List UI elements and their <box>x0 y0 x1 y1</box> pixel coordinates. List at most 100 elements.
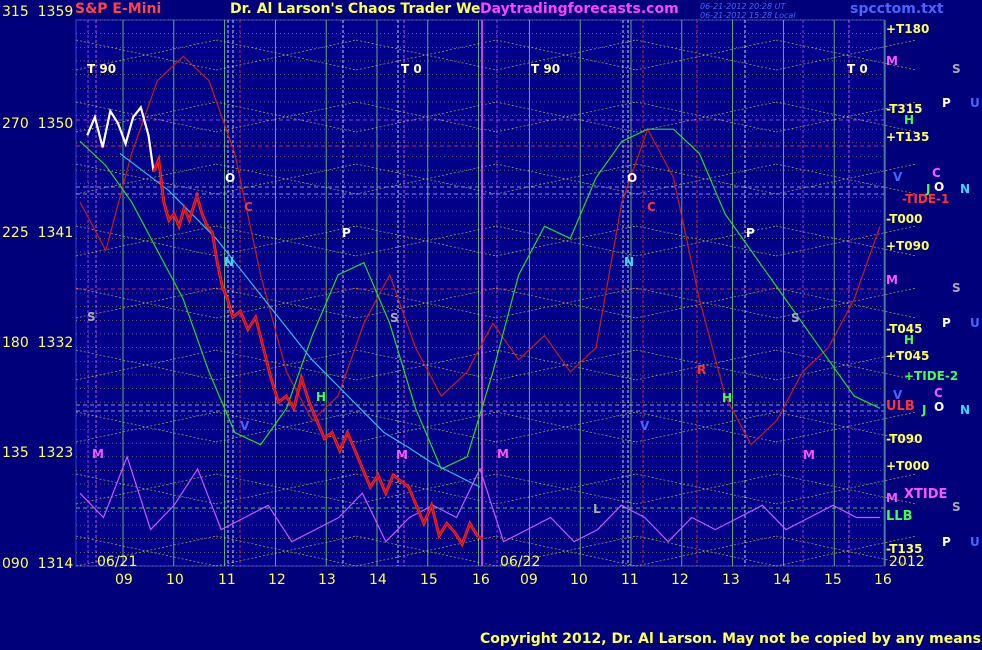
legend-m: M <box>886 273 898 287</box>
event-marker-h: H <box>722 391 733 405</box>
x-tick-label: 09 <box>520 572 538 588</box>
session-marker: T 90 <box>531 62 561 76</box>
legend-m: M <box>886 491 898 505</box>
x-tick-label: 13 <box>318 572 336 588</box>
year-label: 2012 <box>889 554 925 570</box>
event-marker-m: M <box>497 447 509 461</box>
symbol-label: S&P E-Mini <box>75 1 162 17</box>
event-marker-r: R <box>697 363 707 377</box>
level-label: -T000 <box>886 212 923 226</box>
y-tick-label: 090 1314 <box>2 556 74 572</box>
legend-n: N <box>960 403 971 417</box>
level-label: -T135 <box>886 542 923 556</box>
event-marker-o: O <box>627 171 638 185</box>
level-label: -T090 <box>886 432 923 446</box>
event-marker-n: N <box>624 255 635 269</box>
level-label: +T135 <box>886 130 930 144</box>
x-tick-label: 14 <box>773 572 791 588</box>
legend-c: C <box>932 166 941 180</box>
legend-u: U <box>970 316 980 330</box>
cyan-cycle-line <box>119 153 481 488</box>
legend-j: J <box>922 403 927 417</box>
session-marker: T 0 <box>401 62 422 76</box>
x-tick-label: 10 <box>570 572 588 588</box>
legend-s: S <box>952 62 961 76</box>
event-marker-s: S <box>390 311 399 325</box>
legend-u: U <box>970 96 980 110</box>
y-tick-label: 315 1359 <box>2 4 74 20</box>
site-link[interactable]: Daytradingforecasts.com <box>480 1 679 17</box>
timestamp-local: 06-21-2012 15:28 Local <box>700 11 796 20</box>
x-tick-label: 11 <box>218 572 236 588</box>
event-marker-o: O <box>225 171 236 185</box>
x-tick-label: 15 <box>420 572 438 588</box>
legend-u: U <box>970 535 980 549</box>
x-tick-label: 12 <box>268 572 286 588</box>
level-label: ULB <box>886 399 915 414</box>
legend-j: J <box>926 182 931 196</box>
x-tick-label: 16 <box>472 572 490 588</box>
legend-m: M <box>886 54 898 68</box>
event-marker-s: S <box>87 310 96 324</box>
x-tick-label: 13 <box>722 572 740 588</box>
price-line-white <box>86 105 155 172</box>
copyright-footer: Copyright 2012, Dr. Al Larson. May not b… <box>480 631 982 647</box>
x-tick-label: 16 <box>874 572 892 588</box>
date-label: 06/21 <box>97 554 138 570</box>
event-marker-p: P <box>746 226 755 240</box>
y-tick-label: 135 1323 <box>2 445 74 461</box>
red-cycle-line <box>79 55 881 446</box>
event-marker-n: N <box>224 255 235 269</box>
x-tick-label: 09 <box>115 572 133 588</box>
y-tick-label: 225 1341 <box>2 225 74 241</box>
legend-c: C <box>934 386 943 400</box>
level-label: +T000 <box>886 459 930 473</box>
timestamp-ut: 06-21-2012 20:28 UT <box>700 2 786 11</box>
legend-h: H <box>904 333 915 347</box>
legend-p: P <box>942 96 951 110</box>
chart-title: Dr. Al Larson's Chaos Trader We <box>230 1 481 17</box>
x-tick-label: 10 <box>166 572 184 588</box>
session-marker: T 0 <box>847 62 868 76</box>
green-cycle-line <box>79 128 881 470</box>
event-marker-s: S <box>791 311 800 325</box>
event-marker-m: M <box>803 448 815 462</box>
legend-v: V <box>893 388 903 402</box>
event-marker-h: H <box>316 390 327 404</box>
x-tick-label: 12 <box>671 572 689 588</box>
legend-n: N <box>960 182 971 196</box>
level-label: -T315 <box>886 102 923 116</box>
legend-tide2: +TIDE-2 <box>904 369 959 383</box>
session-marker: T 90 <box>87 62 117 76</box>
legend-p: P <box>942 316 951 330</box>
level-label: +T180 <box>886 22 930 36</box>
event-marker-c: C <box>244 200 253 214</box>
event-marker-v: V <box>640 419 650 433</box>
legend-v: V <box>893 170 903 184</box>
price-line-shadow <box>153 158 483 545</box>
legend-o: O <box>934 400 945 414</box>
legend-p: P <box>942 535 951 549</box>
legend-s: S <box>952 281 961 295</box>
event-marker-m: M <box>396 448 408 462</box>
data-file-label: spcctom.txt <box>850 1 944 17</box>
legend-o: O <box>934 180 945 194</box>
legend-tide1: -TIDE-1 <box>902 192 950 206</box>
x-tick-label: 15 <box>824 572 842 588</box>
legend-s: S <box>952 500 961 514</box>
event-marker-c: C <box>647 200 656 214</box>
date-label: 06/22 <box>500 554 541 570</box>
x-tick-label: 11 <box>621 572 639 588</box>
level-label: LLB <box>886 509 913 524</box>
level-label: -T045 <box>886 322 923 336</box>
x-tick-label: 14 <box>369 572 387 588</box>
event-marker-l: L <box>593 502 601 516</box>
legend-xtide: XTIDE <box>904 487 948 502</box>
legend-h: H <box>904 113 915 127</box>
event-marker-p: P <box>342 226 351 240</box>
y-tick-label: 180 1332 <box>2 335 74 351</box>
event-marker-v: V <box>240 419 250 433</box>
level-label: +T090 <box>886 239 930 253</box>
